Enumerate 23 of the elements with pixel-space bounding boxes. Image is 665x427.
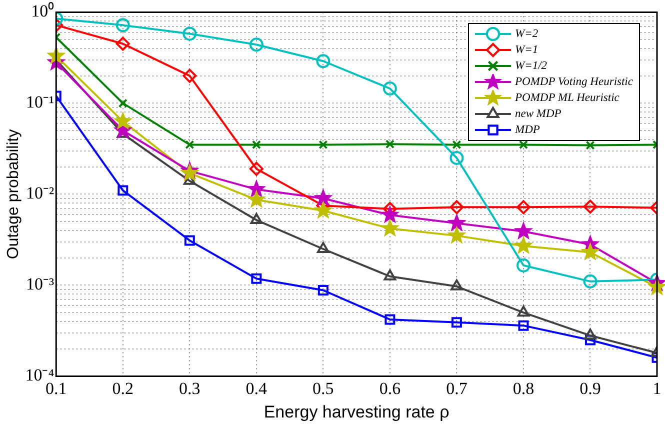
- legend-label: MDP: [515, 123, 540, 138]
- x-tick-label: 1: [652, 378, 662, 398]
- legend-label: W=1: [515, 43, 538, 58]
- x-tick-label: 0.1: [46, 378, 67, 398]
- x-tick-label: 0.8: [512, 378, 534, 398]
- y-axis-title: Outage probability: [5, 129, 22, 260]
- y-tick-label: 10⁰: [31, 2, 54, 21]
- x-tick-label: 0.9: [580, 378, 601, 398]
- x-tick-label: 0.5: [312, 378, 334, 398]
- legend-label: POMDP ML Heuristic: [515, 91, 620, 106]
- y-tick-label: 10⁻²: [26, 184, 54, 203]
- legend-label: POMDP Voting Heuristic: [515, 75, 633, 90]
- y-tick-label: 10⁻¹: [26, 92, 54, 112]
- y-tick-label: 10⁻³: [26, 274, 54, 294]
- legend-label: new MDP: [515, 107, 562, 122]
- x-tick-label: 0.3: [179, 378, 200, 398]
- x-tick-label: 0.4: [246, 378, 268, 398]
- x-tick-label: 0.2: [112, 378, 134, 398]
- legend-label: W=1/2: [515, 59, 548, 74]
- x-tick-label: 0.7: [446, 378, 468, 398]
- legend-label: W=2: [515, 27, 538, 42]
- x-axis-title: Energy harvesting rate ρ: [264, 402, 450, 422]
- x-tick-label: 0.6: [379, 378, 401, 398]
